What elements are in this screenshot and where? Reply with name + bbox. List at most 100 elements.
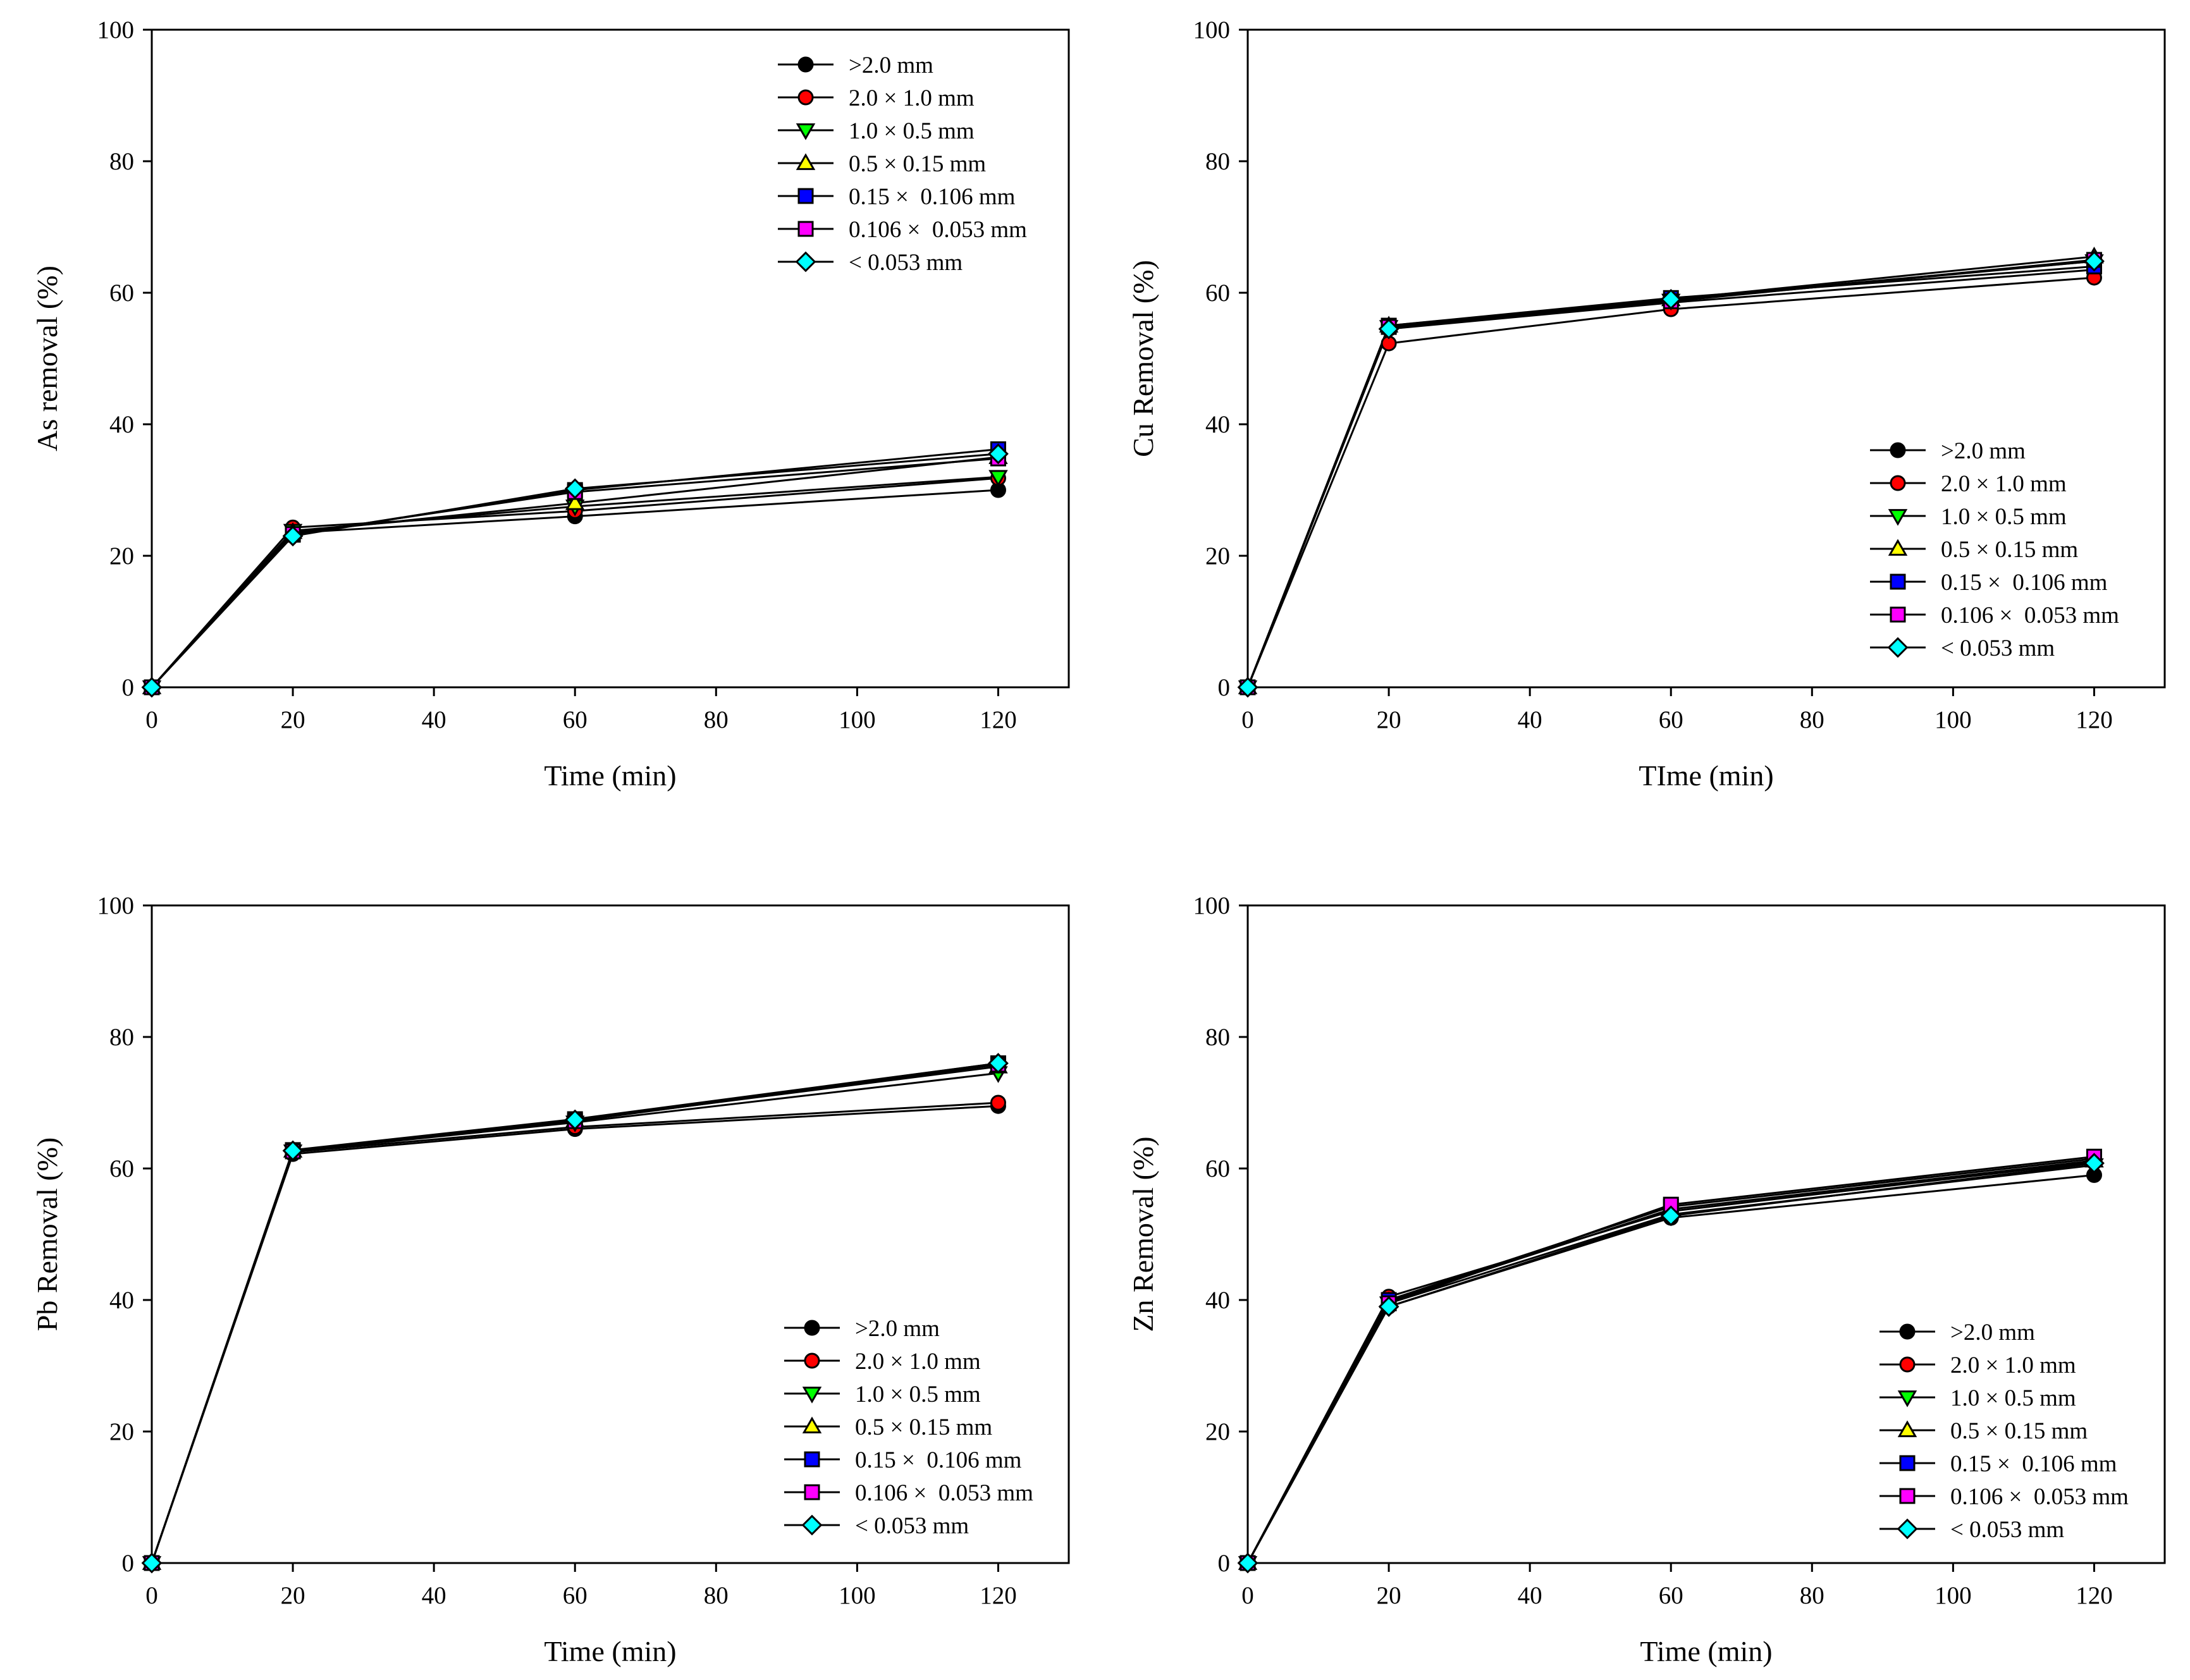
series-line [151, 1062, 999, 1564]
y-tick-label: 40 [109, 411, 134, 438]
legend-marker [804, 1352, 820, 1369]
y-tick-label: 40 [1205, 1287, 1230, 1314]
x-tick-label: 100 [1935, 706, 1972, 733]
legend-label: 0.5 × 0.15 mm [1950, 1418, 2088, 1444]
x-axis-title: Time (min) [544, 1635, 676, 1667]
x-tick-label: 40 [1518, 706, 1542, 733]
legend-marker [1887, 637, 1909, 658]
legend-label: 2.0 × 1.0 mm [855, 1349, 981, 1375]
x-tick-label: 0 [145, 1582, 158, 1609]
legend-label: 0.106 × 0.053 mm [1950, 1484, 2129, 1510]
legend-label: 0.5 × 0.15 mm [849, 151, 986, 177]
chart-panel-3: 0 20 40 60 80 100 120 0 20 40 60 80 100 Time (min) Pb … [31, 892, 1070, 1667]
y-axis-title: Cu Removal (%) [1127, 260, 1159, 457]
legend-marker [804, 1320, 820, 1336]
legend-marker [1897, 1518, 1918, 1540]
legend-label: 0.15 × 0.106 mm [849, 184, 1016, 210]
y-tick-label: 40 [109, 1287, 134, 1314]
legend: >2.0 mm 2.0 × 1.0 mm 1.0 × 0.5 mm 0.5 × 0.1… [1870, 438, 2119, 661]
legend-marker [1899, 1455, 1916, 1471]
x-tick-label: 20 [1377, 706, 1401, 733]
x-tick-label: 0 [1241, 1582, 1254, 1609]
legend-label: >2.0 mm [1950, 1320, 2035, 1346]
x-tick-label: 40 [422, 706, 446, 733]
y-tick-label: 80 [109, 148, 134, 175]
series-line [1246, 1162, 2095, 1564]
x-tick-label: 60 [1659, 1582, 1683, 1609]
legend-marker [804, 1484, 820, 1500]
legend-marker [1890, 606, 1906, 623]
y-tick-label: 20 [109, 1418, 134, 1445]
x-tick-label: 20 [1377, 1582, 1401, 1609]
series-line [1246, 276, 2095, 688]
y-tick-label: 80 [1205, 148, 1230, 175]
x-tick-label: 120 [2076, 1582, 2113, 1609]
legend-marker [797, 221, 814, 237]
data-point [1237, 1552, 1258, 1574]
legend-marker [1890, 442, 1906, 458]
chart-panel-2: 0 20 40 60 80 100 120 0 20 40 60 80 100 TIme (min) Cu … [1127, 16, 2166, 792]
data-point [565, 493, 585, 510]
x-tick-label: 100 [839, 706, 876, 733]
x-tick-label: 40 [422, 1582, 446, 1609]
y-tick-label: 0 [122, 674, 135, 701]
data-point [988, 470, 1008, 487]
legend-label: 1.0 × 0.5 mm [849, 118, 975, 144]
y-tick-label: 60 [109, 1155, 134, 1182]
legend-label: 0.15 × 0.106 mm [1941, 570, 2108, 596]
x-tick-label: 80 [704, 706, 729, 733]
legend-label: < 0.053 mm [1941, 635, 2055, 661]
y-tick-label: 20 [1205, 543, 1230, 570]
data-point [988, 1053, 1009, 1074]
x-tick-label: 120 [980, 1582, 1017, 1609]
x-axis-title: Time (min) [544, 759, 676, 792]
y-axis-title: Pb Removal (%) [31, 1137, 63, 1332]
legend-marker [1890, 475, 1906, 491]
plot-frame [1246, 904, 2166, 1564]
x-tick-label: 120 [980, 706, 1017, 733]
legend-label: >2.0 mm [855, 1316, 940, 1342]
y-tick-label: 20 [1205, 1418, 1230, 1445]
legend-label: 0.106 × 0.053 mm [855, 1480, 1033, 1506]
y-tick-label: 100 [1193, 892, 1231, 919]
data-point [564, 478, 586, 500]
legend-marker [1899, 1488, 1916, 1504]
legend-label: 1.0 × 0.5 mm [1950, 1385, 2076, 1411]
legend-marker [796, 123, 816, 140]
y-tick-label: 0 [1218, 1550, 1231, 1577]
data-point [988, 443, 1009, 465]
legend-marker [1899, 1323, 1916, 1340]
data-point [1378, 1296, 1400, 1317]
legend-marker [1899, 1356, 1916, 1373]
legend-label: 0.15 × 0.106 mm [855, 1447, 1022, 1473]
legend-label: 2.0 × 1.0 mm [1950, 1352, 2076, 1378]
legend-label: 0.106 × 0.053 mm [1941, 603, 2119, 628]
legend-label: 2.0 × 1.0 mm [1941, 471, 2067, 497]
y-tick-label: 100 [97, 892, 135, 919]
chart-panel-1: 0 20 40 60 80 100 120 0 20 40 60 80 100 Time (min) As … [31, 16, 1070, 792]
x-tick-label: 0 [145, 706, 158, 733]
legend-label: 0.15 × 0.106 mm [1950, 1451, 2117, 1477]
legend-marker [797, 89, 814, 106]
data-point [990, 1094, 1006, 1111]
legend-marker [1890, 573, 1906, 590]
y-tick-label: 0 [1218, 674, 1231, 701]
legend-marker [797, 56, 814, 73]
legend-marker [1897, 1390, 1917, 1407]
data-point [1660, 1205, 1682, 1227]
x-tick-label: 0 [1241, 706, 1254, 733]
legend-marker [802, 1387, 822, 1404]
data-point [1660, 288, 1682, 310]
y-tick-label: 20 [109, 543, 134, 570]
legend-label: 0.5 × 0.15 mm [855, 1414, 992, 1440]
x-tick-label: 20 [281, 1582, 305, 1609]
legend-label: >2.0 mm [1941, 438, 2026, 464]
y-axis-title: Zn Removal (%) [1127, 1136, 1159, 1332]
legend-label: < 0.053 mm [1950, 1517, 2064, 1543]
y-tick-label: 100 [1193, 16, 1231, 44]
legend-label: >2.0 mm [849, 52, 933, 78]
legend: >2.0 mm 2.0 × 1.0 mm 1.0 × 0.5 mm 0.5 × 0.1… [1879, 1320, 2129, 1543]
y-tick-label: 40 [1205, 411, 1230, 438]
series-line [151, 453, 999, 689]
